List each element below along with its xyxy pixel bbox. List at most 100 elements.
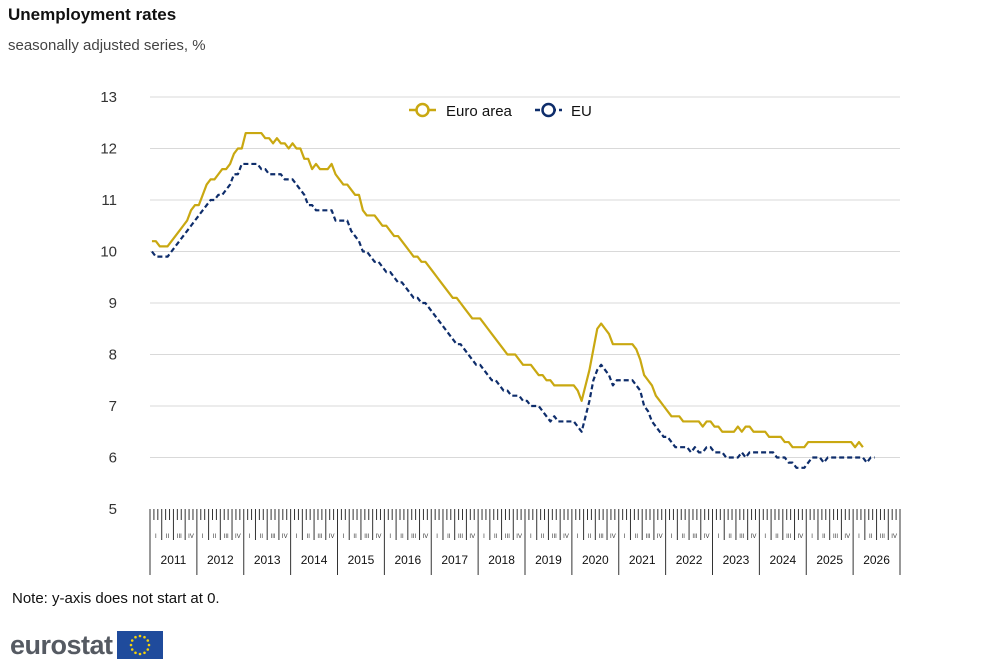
quarter-label: I — [811, 534, 813, 540]
flag-star — [142, 635, 146, 639]
grid — [150, 96, 900, 458]
quarter-label: III — [364, 534, 369, 540]
quarter-label: II — [213, 534, 217, 540]
quarter-label: II — [447, 534, 451, 540]
quarter-label: III — [552, 534, 557, 540]
quarter-label: I — [343, 534, 345, 540]
quarter-label: IV — [798, 534, 804, 540]
flag-star — [130, 639, 134, 642]
quarter-label: I — [389, 534, 391, 540]
quarter-label: III — [458, 534, 463, 540]
quarter-label: IV — [516, 534, 522, 540]
y-tick-label: 9 — [109, 295, 117, 312]
y-tick-label: 6 — [109, 450, 117, 467]
year-label: 2013 — [254, 553, 281, 567]
y-tick-label: 11 — [101, 192, 117, 209]
legend-label-eu: EU — [571, 103, 592, 120]
y-tick-label: 7 — [109, 398, 117, 415]
series-line-eu[interactable] — [151, 162, 875, 469]
legend-label-euro-area: Euro area — [446, 103, 513, 120]
year-label: 2018 — [488, 553, 515, 567]
quarter-label: IV — [235, 534, 241, 540]
flag-star — [138, 652, 141, 656]
eu-flag-icon — [116, 631, 163, 659]
flag-star — [142, 651, 146, 655]
quarter-label: III — [271, 534, 276, 540]
y-tick-label: 10 — [100, 244, 117, 261]
quarter-label: II — [682, 534, 686, 540]
chart-note: Note: y-axis does not start at 0. — [12, 590, 220, 607]
series-group — [151, 131, 875, 469]
eurostat-logo[interactable]: eurostat — [10, 630, 163, 660]
quarter-label: IV — [751, 534, 757, 540]
quarter-label: III — [646, 534, 651, 540]
year-label: 2023 — [723, 553, 750, 567]
quarter-label: III — [177, 534, 182, 540]
quarter-label: III — [599, 534, 604, 540]
quarter-label: I — [436, 534, 438, 540]
quarter-label: III — [880, 534, 885, 540]
quarter-label: I — [202, 534, 204, 540]
quarter-label: IV — [844, 534, 850, 540]
flag-star — [130, 648, 134, 651]
flag-star — [147, 643, 150, 647]
series-line-euro-area[interactable] — [151, 131, 864, 449]
quarter-label: IV — [610, 534, 616, 540]
logo-text: eurostat — [10, 629, 113, 660]
flag-star — [133, 635, 137, 639]
legend-swatch-euro-area-marker — [415, 102, 430, 118]
flag-star — [146, 639, 149, 642]
quarter-label: I — [530, 534, 532, 540]
year-label: 2012 — [207, 553, 234, 567]
quarter-label: II — [635, 534, 639, 540]
quarter-label: IV — [376, 534, 382, 540]
quarter-label: I — [296, 534, 298, 540]
quarter-label: IV — [704, 534, 710, 540]
quarter-label: II — [728, 534, 732, 540]
quarter-label: I — [155, 534, 157, 540]
quarter-label: III — [739, 534, 744, 540]
quarter-label: IV — [563, 534, 569, 540]
quarter-label: II — [307, 534, 311, 540]
quarter-label: III — [505, 534, 510, 540]
year-label: 2014 — [301, 553, 328, 567]
quarter-label: I — [249, 534, 251, 540]
quarter-label: IV — [329, 534, 335, 540]
y-tick-label: 13 — [100, 89, 117, 106]
legend-swatch-eu-marker — [541, 102, 556, 118]
quarter-label: I — [858, 534, 860, 540]
quarter-label: III — [317, 534, 322, 540]
year-label: 2021 — [629, 553, 656, 567]
quarter-label: I — [718, 534, 720, 540]
quarter-label: II — [400, 534, 404, 540]
year-label: 2025 — [816, 553, 843, 567]
quarter-label: III — [224, 534, 229, 540]
flag-star — [138, 634, 141, 638]
y-tick-label: 5 — [109, 501, 117, 518]
quarter-label: IV — [282, 534, 288, 540]
year-label: 2019 — [535, 553, 562, 567]
year-label: 2026 — [863, 553, 890, 567]
quarter-label: II — [775, 534, 779, 540]
flag-star — [146, 648, 149, 651]
legend-item-euro-area[interactable]: Euro area — [409, 102, 513, 120]
year-label: 2017 — [441, 553, 468, 567]
quarter-label: II — [166, 534, 170, 540]
y-tick-label: 8 — [109, 347, 117, 364]
quarter-label: I — [577, 534, 579, 540]
year-label: 2016 — [394, 553, 421, 567]
legend-item-eu[interactable]: EU — [535, 102, 592, 120]
quarter-label: I — [764, 534, 766, 540]
quarter-label: I — [671, 534, 673, 540]
quarter-label: II — [353, 534, 357, 540]
y-axis: 13 12 11 10 9 8 7 6 5 — [100, 89, 117, 518]
y-tick-label: 12 — [100, 141, 117, 158]
flag-star — [129, 643, 132, 647]
quarter-label: I — [483, 534, 485, 540]
quarter-label: IV — [657, 534, 663, 540]
year-label: 2022 — [676, 553, 703, 567]
quarter-label: II — [494, 534, 498, 540]
quarter-label: II — [822, 534, 826, 540]
year-label: 2024 — [769, 553, 796, 567]
